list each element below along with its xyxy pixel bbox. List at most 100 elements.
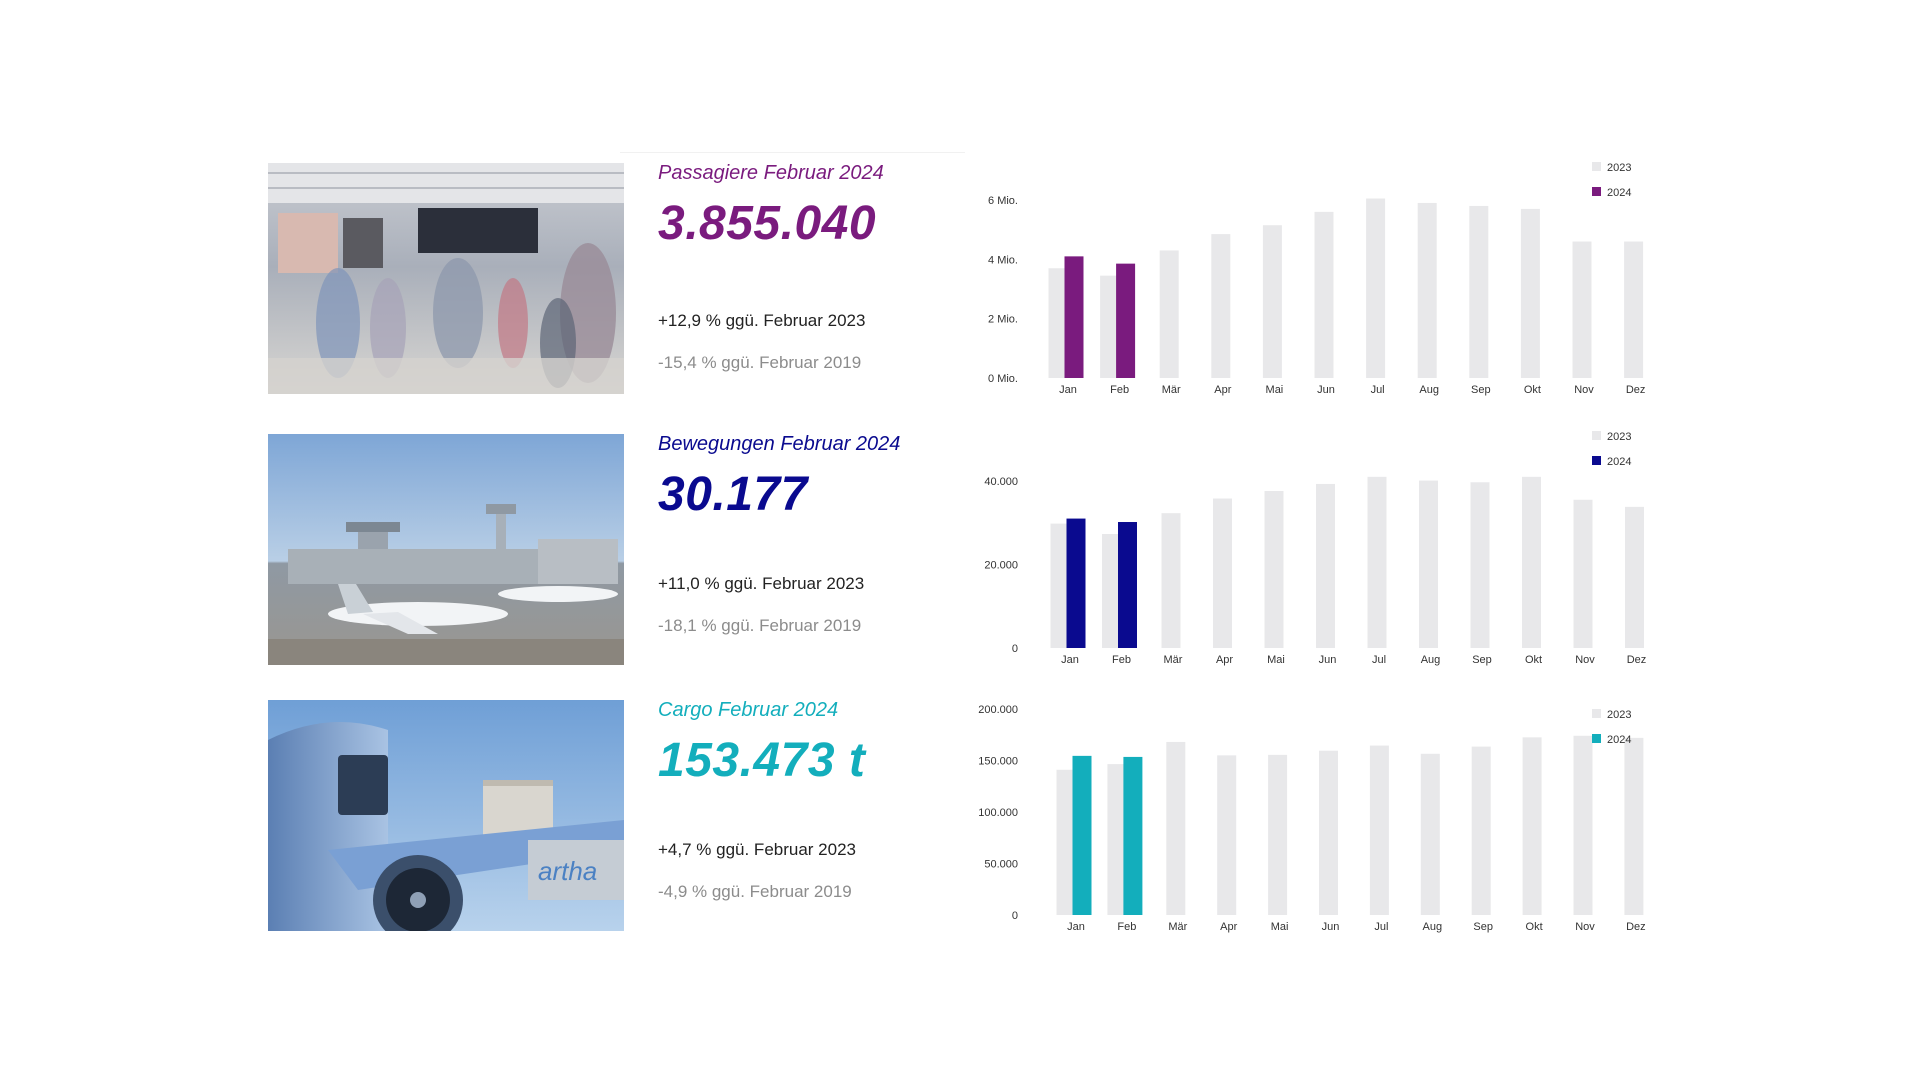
cargo-legend-label-2023: 2023 xyxy=(1607,709,1631,721)
passengers-bar-2024-Jan xyxy=(1064,256,1084,378)
movements-legend-swatch-2023 xyxy=(1592,431,1601,440)
passengers-change-2023: +12,9 % ggü. Februar 2023 xyxy=(658,311,866,330)
cargo-bar-2023-Jul xyxy=(1369,745,1389,915)
passengers-legend-label-2023: 2023 xyxy=(1607,162,1631,174)
cargo-bar-2023-Sep xyxy=(1471,746,1491,915)
cargo-bar-2024-Jan xyxy=(1072,755,1092,915)
movements-chart: 0 20.000 40.000 Jan Feb Mär Apr Mai Jun Jul Aug Sep… xyxy=(960,429,1680,674)
cargo-xtick-label: Nov xyxy=(1575,921,1595,933)
cargo-bar-2024-Feb xyxy=(1123,756,1143,915)
cargo-bar-2023-Apr xyxy=(1217,755,1237,915)
passengers-bar-2024-Feb xyxy=(1116,263,1136,378)
movements-bar-2023-Okt xyxy=(1522,476,1541,648)
top-divider xyxy=(620,152,965,153)
passengers-bar-2023-Mär xyxy=(1159,250,1179,378)
movements-xtick-label: Feb xyxy=(1112,654,1131,666)
cargo-title: Cargo Februar 2024 xyxy=(658,699,839,721)
movements-xtick-label: Dez xyxy=(1627,654,1647,666)
passengers-bar-2023-Mai xyxy=(1262,225,1282,378)
cargo-xtick-label: Okt xyxy=(1526,921,1543,933)
passengers-change-2019: -15,4 % ggü. Februar 2019 xyxy=(658,353,862,372)
movements-bar-2023-Jun xyxy=(1316,483,1335,648)
passengers-xtick-label: Feb xyxy=(1110,384,1129,396)
passengers-bar-2023-Jul xyxy=(1366,198,1386,378)
passengers-bar-2023-Okt xyxy=(1520,208,1540,378)
passengers-legend-swatch-2024 xyxy=(1592,187,1601,196)
cargo-ytick-label: 100.000 xyxy=(978,807,1018,819)
passengers-bar-2023-Feb xyxy=(1100,275,1120,378)
movements-xtick-label: Okt xyxy=(1525,654,1542,666)
passengers-photo xyxy=(268,163,624,394)
passengers-bar-2023-Jan xyxy=(1048,268,1068,378)
movements-xtick-label: Jan xyxy=(1061,654,1079,666)
movements-xtick-label: Mai xyxy=(1267,654,1285,666)
movements-xtick-label: Mär xyxy=(1164,654,1183,666)
cargo-bar-2023-Aug xyxy=(1420,753,1440,915)
passengers-bar-2023-Nov xyxy=(1572,241,1592,378)
passengers-title: Passagiere Februar 2024 xyxy=(658,162,884,184)
movements-bar-2024-Jan xyxy=(1066,518,1086,648)
cargo-photo: artha xyxy=(268,700,624,931)
cargo-bar-2023-Okt xyxy=(1522,737,1542,915)
movements-change-2019: -18,1 % ggü. Februar 2019 xyxy=(658,616,862,635)
passengers-bar-2023-Aug xyxy=(1417,202,1437,378)
movements-bar-2023-Feb xyxy=(1102,534,1121,648)
airport-terminal-crowd-image xyxy=(268,163,624,394)
cargo-chart: 0 50.000 100.000 150.000 200.000 Jan Feb Mär Apr… xyxy=(960,697,1680,942)
cargo-xtick-label: Jul xyxy=(1374,921,1388,933)
cargo-bar-2023-Nov xyxy=(1573,735,1593,915)
passengers-xtick-label: Jun xyxy=(1317,384,1335,396)
cargo-legend-swatch-2024 xyxy=(1592,734,1601,743)
cargo-bar-2023-Mär xyxy=(1166,741,1186,915)
movements-bar-chart: 0 20.000 40.000 Jan Feb Mär Apr Mai Jun Jul Aug Sep… xyxy=(984,431,1647,666)
movements-photo xyxy=(268,434,624,665)
cargo-xtick-label: Sep xyxy=(1473,921,1493,933)
cargo-ytick-label: 50.000 xyxy=(984,859,1018,871)
movements-xtick-label: Sep xyxy=(1472,654,1492,666)
passengers-xtick-label: Mai xyxy=(1266,384,1284,396)
movements-xtick-label: Apr xyxy=(1216,654,1233,666)
movements-legend-label-2023: 2023 xyxy=(1607,431,1631,443)
passengers-xtick-label: Dez xyxy=(1626,384,1646,396)
cargo-loading-aircraft-image: artha xyxy=(268,700,624,931)
passengers-value: 3.855.040 xyxy=(658,197,877,250)
cargo-ytick-label: 200.000 xyxy=(978,704,1018,716)
movements-ytick-label: 0 xyxy=(1012,643,1018,655)
movements-bar-2023-Aug xyxy=(1419,480,1438,648)
passengers-bar-2023-Sep xyxy=(1469,205,1489,378)
cargo-xtick-label: Mär xyxy=(1168,921,1187,933)
passengers-bar-2023-Apr xyxy=(1211,234,1231,378)
cargo-change-2019: -4,9 % ggü. Februar 2019 xyxy=(658,882,852,901)
passengers-xtick-label: Nov xyxy=(1574,384,1594,396)
cargo-xtick-label: Aug xyxy=(1423,921,1443,933)
movements-ytick-label: 20.000 xyxy=(984,560,1018,572)
passengers-xtick-label: Jul xyxy=(1371,384,1385,396)
movements-bar-2023-Jul xyxy=(1367,476,1387,648)
cargo-bar-chart: 0 50.000 100.000 150.000 200.000 Jan Feb Mär Apr… xyxy=(978,704,1646,933)
movements-bar-2023-Jan xyxy=(1050,523,1070,648)
cargo-value: 153.473 t xyxy=(658,734,866,787)
passengers-xtick-label: Sep xyxy=(1471,384,1491,396)
cargo-xtick-label: Jan xyxy=(1067,921,1085,933)
cargo-xtick-label: Feb xyxy=(1117,921,1136,933)
cargo-xtick-label: Dez xyxy=(1626,921,1646,933)
movements-legend-label-2024: 2024 xyxy=(1607,456,1631,468)
movements-value: 30.177 xyxy=(658,468,808,521)
passengers-xtick-label: Jan xyxy=(1059,384,1077,396)
passengers-bar-2023-Jun xyxy=(1314,211,1334,378)
cargo-bar-2023-Jun xyxy=(1319,750,1338,915)
airplanes-at-airport-image xyxy=(268,434,624,665)
movements-xtick-label: Aug xyxy=(1421,654,1441,666)
cargo-ytick-label: 150.000 xyxy=(978,756,1018,768)
passengers-bar-chart: 0 Mio. 2 Mio. 4 Mio. 6 Mio. Jan Feb Mär Apr Mai J… xyxy=(988,162,1646,396)
passengers-chart: 0 Mio. 2 Mio. 4 Mio. 6 Mio. Jan Feb Mär Apr Mai J… xyxy=(960,160,1680,405)
movements-bar-2023-Apr xyxy=(1213,498,1232,648)
cargo-bar-2023-Dez xyxy=(1624,737,1644,915)
passengers-bar-2023-Dez xyxy=(1624,241,1644,378)
passengers-ytick-label: 2 Mio. xyxy=(988,314,1018,326)
passengers-xtick-label: Aug xyxy=(1419,384,1439,396)
cargo-xtick-label: Mai xyxy=(1271,921,1289,933)
movements-title: Bewegungen Februar 2024 xyxy=(658,433,901,455)
cargo-legend-label-2024: 2024 xyxy=(1607,734,1631,746)
movements-ytick-label: 40.000 xyxy=(984,476,1018,488)
